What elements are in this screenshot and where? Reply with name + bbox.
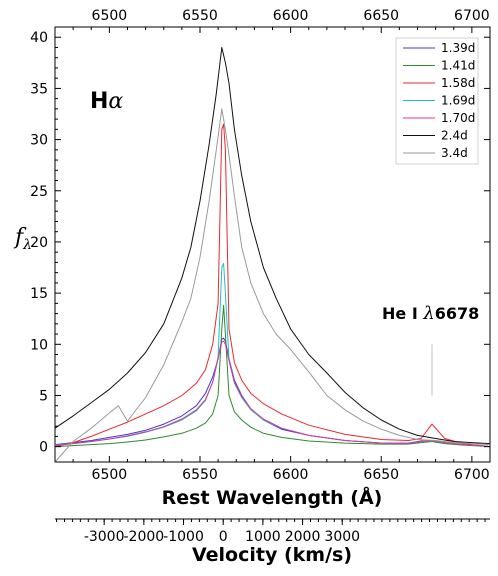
x-tick-label-bottom: 6700 (454, 467, 490, 483)
x-tick-label-bottom: 6550 (182, 467, 218, 483)
y-tick-label: 0 (39, 440, 48, 456)
y-tick-label: 25 (30, 184, 48, 200)
y-tick-label: 10 (30, 337, 48, 353)
x-tick-label-bottom: 6500 (92, 467, 128, 483)
legend-label-1.39d: 1.39d (441, 41, 475, 55)
velocity-axis-title: Velocity (km/s) (192, 544, 352, 566)
velocity-tick-label: 0 (219, 529, 228, 545)
series-line-2.4d (54, 47, 491, 445)
velocity-tick-layer: -3000-2000-1000 0 1000 2000 3000 (56, 519, 486, 545)
legend-label-2.4d: 2.4d (441, 129, 468, 143)
x-tick-label-top: 6550 (182, 8, 218, 24)
legend: 1.39d 1.41d 1.58d 1.69d 1.70d 2.4d 3.4d (395, 37, 479, 165)
series-line-1.58d (54, 123, 491, 448)
x-tick-label-top: 6700 (454, 8, 490, 24)
x-tick-label-bottom: 6650 (363, 467, 399, 483)
y-tick-label: 35 (30, 81, 48, 97)
legend-label-1.58d: 1.58d (441, 76, 475, 90)
x-tick-label-top: 6600 (273, 8, 309, 24)
series-line-1.41d (54, 304, 491, 448)
legend-label-1.41d: 1.41d (441, 59, 475, 73)
series-line-1.70d (54, 340, 491, 448)
velocity-tick-label: 1000 (245, 529, 281, 545)
velocity-tick-label: -2000 (124, 529, 165, 545)
x-tick-label-top: 6650 (363, 8, 399, 24)
velocity-tick-label: -3000 (84, 529, 125, 545)
x-tick-label-bottom: 6600 (273, 467, 309, 483)
y-tick-label: 40 (30, 30, 48, 46)
series-line-1.69d (54, 262, 491, 448)
legend-label-1.69d: 1.69d (441, 94, 475, 108)
y-axis-label: fλ (13, 225, 32, 253)
y-tick-label: 5 (39, 388, 48, 404)
he-i-annotation: He I λ6678 (382, 303, 479, 324)
y-tick-label: 20 (30, 235, 48, 251)
series-line-1.39d (54, 337, 491, 448)
tick-layer: 6500 6500 6550 6550 6600 6600 6650 6650 6700 6700… (30, 8, 491, 483)
velocity-tick-label: -1000 (163, 529, 204, 545)
y-tick-label: 30 (30, 133, 48, 149)
velocity-tick-label: 3000 (324, 529, 360, 545)
y-tick-label: 15 (30, 286, 48, 302)
series-line-3.4d (54, 108, 491, 463)
series-layer (54, 47, 491, 463)
panel-label: Hα (90, 89, 123, 114)
velocity-tick-label: 2000 (285, 529, 321, 545)
x-tick-label-top: 6500 (92, 8, 128, 24)
legend-label-1.70d: 1.70d (441, 111, 475, 125)
legend-label-3.4d: 3.4d (441, 146, 468, 160)
x-axis-title: Rest Wavelength (Å) (162, 485, 383, 509)
